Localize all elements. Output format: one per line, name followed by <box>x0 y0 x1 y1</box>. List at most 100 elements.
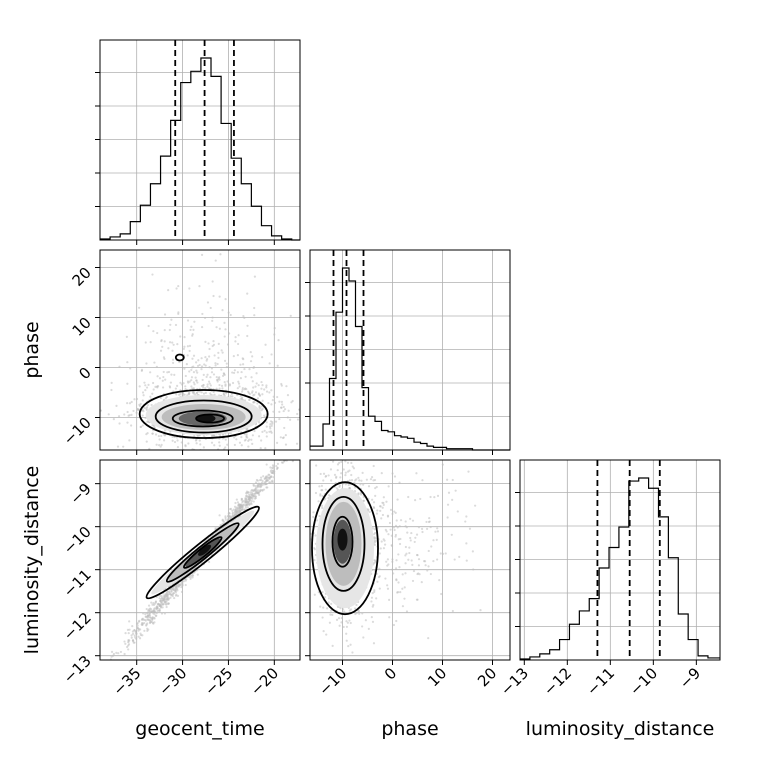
sample-point <box>255 382 258 385</box>
sample-point <box>340 621 343 624</box>
sample-point <box>394 524 398 527</box>
sample-point <box>256 479 259 482</box>
sample-point <box>163 313 167 316</box>
y-tick-label: −13 <box>60 652 95 687</box>
sample-point <box>254 496 257 500</box>
sample-point <box>249 491 252 494</box>
sample-point <box>300 440 302 442</box>
sample-point <box>387 598 391 602</box>
sample-point <box>152 388 155 391</box>
sample-point <box>321 494 324 498</box>
sample-point <box>236 371 239 374</box>
sample-point <box>271 480 274 484</box>
sample-point <box>322 472 326 475</box>
sample-point <box>171 595 174 598</box>
sample-point <box>252 366 256 369</box>
sample-point <box>338 484 341 487</box>
sample-point <box>394 511 397 514</box>
sample-point <box>149 371 152 374</box>
sample-point <box>179 335 182 338</box>
sample-point <box>150 608 153 611</box>
sample-point <box>171 349 174 352</box>
sample-point <box>191 576 194 579</box>
sample-point <box>243 433 246 436</box>
sample-point <box>270 389 273 392</box>
sample-point <box>222 372 225 375</box>
sample-point <box>417 564 421 567</box>
sample-point <box>371 498 374 501</box>
sample-point <box>398 565 401 569</box>
sample-point <box>391 512 394 516</box>
sample-point <box>248 494 251 498</box>
sample-point <box>145 615 148 618</box>
sample-point <box>192 354 196 357</box>
sample-point <box>153 608 156 611</box>
sample-point <box>401 573 404 576</box>
sample-point <box>143 621 146 625</box>
sample-point <box>272 410 275 413</box>
sample-point <box>408 551 411 555</box>
sample-point <box>248 498 252 501</box>
sample-point <box>240 497 243 500</box>
sample-point <box>241 501 244 504</box>
sample-point <box>145 386 149 389</box>
sample-point <box>238 503 241 506</box>
sample-point <box>374 494 377 497</box>
sample-point <box>395 578 398 581</box>
sample-point <box>396 526 399 529</box>
sample-point <box>127 641 130 644</box>
sample-point <box>230 451 232 453</box>
sample-point <box>260 380 263 384</box>
sample-point <box>382 496 385 499</box>
sample-point <box>138 637 142 640</box>
sample-point <box>172 587 175 590</box>
sample-point <box>143 618 146 621</box>
sample-point <box>343 610 346 613</box>
sample-point <box>479 609 482 612</box>
histogram-phase <box>305 249 511 455</box>
sample-point <box>175 593 178 596</box>
contour <box>195 413 225 424</box>
sample-point <box>339 476 342 479</box>
sample-point <box>126 421 129 424</box>
sample-point <box>250 376 253 379</box>
sample-point <box>264 477 268 480</box>
sample-point <box>386 587 390 590</box>
sample-point <box>200 368 203 371</box>
sample-point <box>252 386 255 389</box>
sample-point <box>268 476 271 479</box>
sample-point <box>275 464 278 468</box>
sample-point <box>110 388 113 392</box>
sample-point <box>433 496 436 499</box>
sample-point <box>414 536 417 539</box>
sample-point <box>261 479 264 483</box>
sample-point <box>146 611 149 614</box>
sample-point <box>252 455 254 457</box>
sample-point <box>130 400 133 404</box>
sample-point <box>133 641 136 644</box>
sample-point <box>384 528 387 531</box>
sample-point <box>320 392 322 394</box>
sample-point <box>301 433 303 435</box>
sample-point <box>240 370 243 374</box>
sample-point <box>233 443 236 447</box>
sample-point <box>188 344 192 347</box>
sample-point <box>220 349 223 352</box>
sample-point <box>152 622 155 625</box>
sample-point <box>270 403 273 406</box>
sample-point <box>278 417 281 421</box>
sample-point <box>423 560 426 563</box>
sample-point <box>218 383 221 387</box>
sample-point <box>254 385 257 388</box>
sample-point <box>182 382 185 385</box>
sample-point <box>382 538 385 541</box>
sample-point <box>372 501 376 504</box>
xlabel-luminosity-distance: luminosity_distance <box>526 718 715 740</box>
sample-point <box>302 385 304 387</box>
sample-point <box>345 620 348 623</box>
sample-point <box>241 357 244 360</box>
sample-point <box>424 564 427 567</box>
sample-point <box>225 365 228 369</box>
sample-point <box>258 493 261 496</box>
sample-point <box>257 491 260 494</box>
